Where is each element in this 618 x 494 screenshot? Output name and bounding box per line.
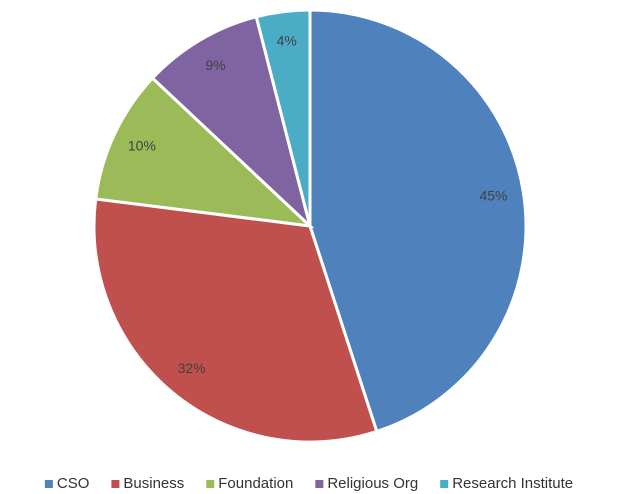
- data-labels: 45% 32% 10% 9% 4%: [128, 32, 508, 375]
- pie-slice: [308, 8, 528, 434]
- legend-label: Religious Org: [327, 475, 418, 492]
- legend: CSO Business Foundation Religious Org Resear…: [44, 475, 573, 492]
- data-label: 45%: [479, 188, 507, 204]
- legend-swatch: [111, 480, 120, 488]
- data-label: 32%: [178, 360, 206, 376]
- legend-swatch: [206, 480, 215, 488]
- pie-slice: [254, 8, 312, 227]
- data-label: 10%: [128, 138, 156, 154]
- data-label: 4%: [277, 32, 297, 48]
- legend-swatch: [440, 480, 449, 488]
- data-label: 9%: [205, 57, 225, 73]
- legend-label: CSO: [57, 475, 90, 492]
- legend-label: Foundation: [218, 475, 293, 492]
- legend-label: Business: [123, 475, 184, 492]
- pie-slice: [92, 197, 379, 444]
- pie-slice: [94, 76, 315, 229]
- pie: [92, 8, 528, 444]
- legend-label: Research Institute: [452, 475, 573, 492]
- legend-swatch: [44, 480, 53, 488]
- legend-swatch: [315, 480, 324, 488]
- pie-slice: [150, 14, 313, 231]
